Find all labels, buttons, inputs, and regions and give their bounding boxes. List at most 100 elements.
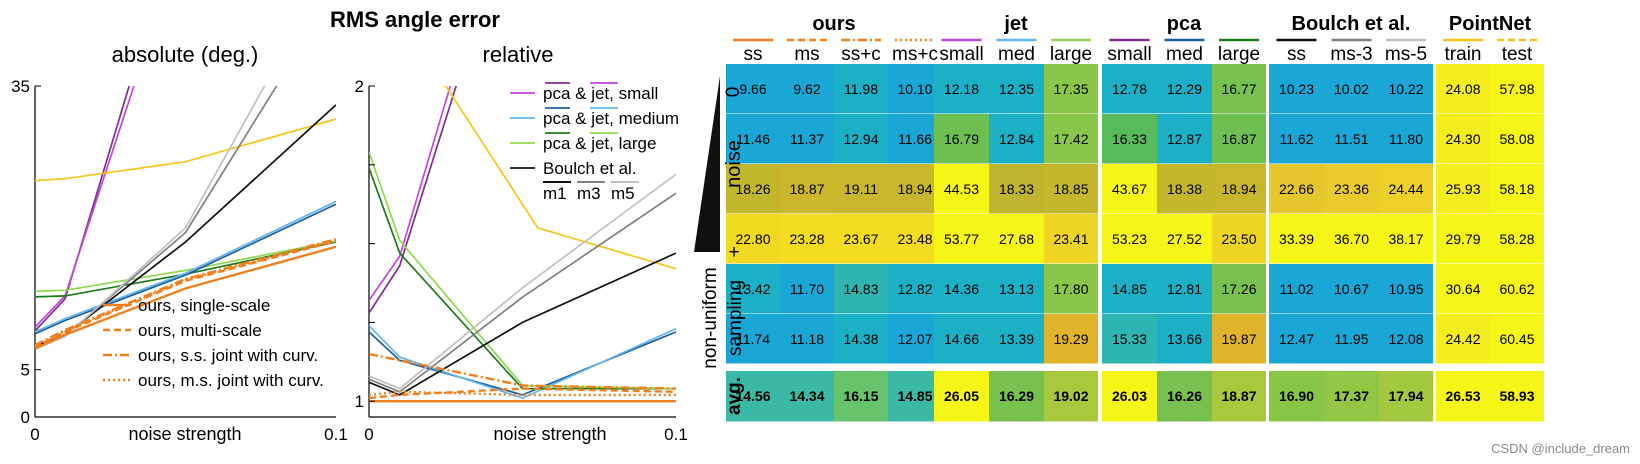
heat-cell [1102,164,1157,214]
heat-cell-value: 13.13 [999,281,1034,297]
heat-cell-value: 18.87 [1221,388,1256,404]
heat-cell-value: 12.78 [1112,81,1147,97]
heat-cell-value: 44.53 [944,181,979,197]
heat-cell-value: 13.42 [735,281,770,297]
heat-cell-value: 25.93 [1445,181,1480,197]
heat-column-header: ss [1287,44,1306,65]
heat-cell [1044,114,1098,164]
heat-cell [1324,264,1379,314]
heat-cell [1490,64,1544,114]
heat-cell-value: 12.29 [1167,81,1202,97]
heat-cell-value: 12.07 [897,331,932,347]
heat-cell [1324,214,1379,264]
heat-cell-value: 22.80 [735,231,770,247]
heat-cell-value: 11.80 [1389,131,1423,147]
heat-cell-value: 58.18 [1499,181,1534,197]
heat-cell-value: 12.81 [1167,281,1202,297]
heat-cell-value: 26.03 [1112,388,1147,404]
heat-cell [1379,371,1433,422]
heat-cell [834,214,888,264]
heat-cell [1269,114,1324,164]
heat-cell [780,164,834,214]
heat-cell-value: 11.51 [1335,131,1369,147]
heat-cell-value: 24.44 [1388,181,1423,197]
heat-column-header: large [1050,44,1092,65]
heat-cell-value: 12.35 [999,81,1034,97]
heat-cell-value: 38.17 [1388,231,1423,247]
rel-series-line-pointnet [441,86,676,270]
heat-cell [834,371,888,422]
heat-cell [1436,114,1490,164]
error-heatmap-table: ours ss ms ss+c ms+c jet small med large pca small… [694,13,1544,422]
heat-cell-value: 27.68 [999,231,1034,247]
abs-series-line-jet-large [35,240,336,293]
heat-group-title: PointNet [1449,13,1532,35]
heat-cell [1436,164,1490,214]
heat-cell-value: 26.53 [1445,388,1480,404]
heat-cell-value: 13.66 [1167,331,1202,347]
rel-legend-label: pca & jet, small [543,84,658,103]
heat-cell-value: 11.74 [736,331,770,347]
heat-cell-value: 60.45 [1499,331,1534,347]
heat-group-title: pca [1167,13,1202,35]
heat-cell [1324,164,1379,214]
heat-cell-value: 18.33 [999,181,1034,197]
heat-cell [1490,164,1544,214]
heat-cell [780,264,834,314]
heat-cell-value: 23.36 [1334,181,1369,197]
heat-cell [888,214,942,264]
heat-cell [1044,314,1098,364]
heat-cell-value: 23.48 [897,231,932,247]
heat-cell [780,214,834,264]
heat-cell [1102,114,1157,164]
heat-cell-value: 19.02 [1053,388,1088,404]
heat-column-header: med [1166,44,1203,65]
heat-cell-value: 10.02 [1334,81,1369,97]
heat-cell [726,164,780,214]
heat-cell [888,314,942,364]
heat-cell [989,164,1044,214]
heat-cell [1212,264,1266,314]
heat-cell-value: 12.47 [1279,331,1314,347]
heat-cell-value: 23.28 [789,231,824,247]
heat-cell [780,114,834,164]
heat-cell [1157,164,1212,214]
rel-series-line-boulch-m5 [369,173,676,390]
heat-cell-value: 30.64 [1445,281,1480,297]
heat-cell-value: 16.29 [999,388,1034,404]
heat-cell [1379,264,1433,314]
heat-cell [1490,264,1544,314]
heat-cell [1157,64,1212,114]
heat-cell-value: 14.36 [944,281,979,297]
rel-x-tick-label: 0 [364,425,373,444]
heat-cell-value: 24.42 [1445,331,1480,347]
heat-cell [834,314,888,364]
rel-legend-label: m1 [543,184,567,203]
heat-cell-value: 16.90 [1279,388,1314,404]
heat-cell-value: 18.94 [897,181,932,197]
heat-cell [834,114,888,164]
rel-series-line-jet-small [369,86,452,301]
abs-y-tick-label: 0 [21,408,30,427]
heat-cell [934,114,989,164]
heat-cell [1436,371,1490,422]
heat-cell-value: 26.05 [944,388,979,404]
heat-cell [888,164,942,214]
heat-cell [726,64,780,114]
heat-cell-value: 29.79 [1445,231,1480,247]
heat-column-header: train [1445,44,1482,65]
heat-cell [726,371,780,422]
heat-cell-value: 13.39 [999,331,1034,347]
heat-cell [726,214,780,264]
heat-cell-value: 10.22 [1388,81,1423,97]
noise-mark-plus: + [728,242,739,263]
heat-cell [1379,164,1433,214]
heat-cell [1212,371,1266,422]
heat-cell [888,371,942,422]
heat-cell [1212,164,1266,214]
heat-column-header: ms [794,44,819,65]
heat-cell [780,314,834,364]
heat-cell-value: 16.15 [843,388,878,404]
heat-cell-value: 17.35 [1053,81,1088,97]
